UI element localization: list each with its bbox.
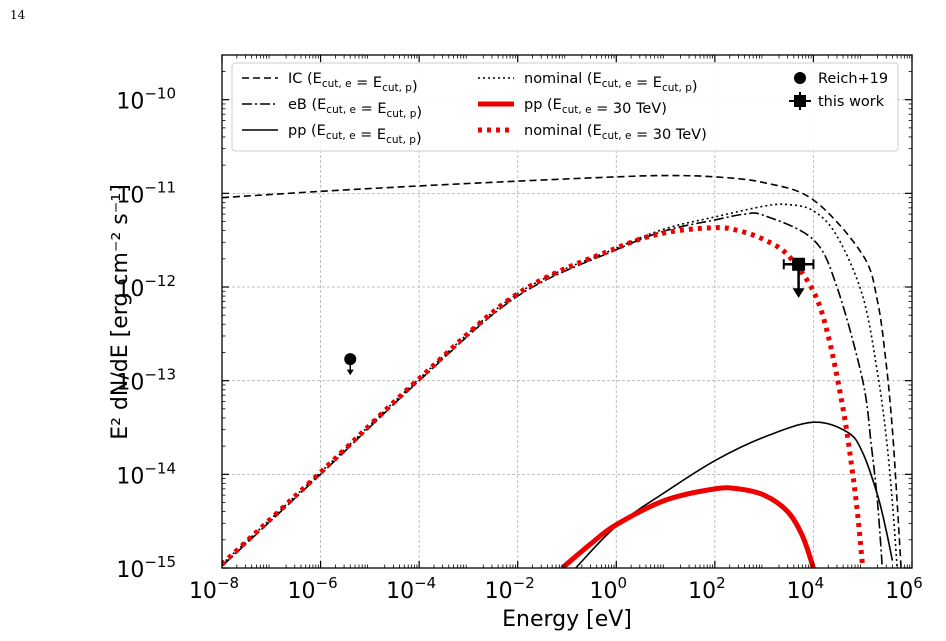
y-tick-label: 10−15: [116, 553, 176, 583]
legend-label: pp (Ecut, e = 30 TeV): [524, 97, 667, 117]
upper-limit-arrowhead: [346, 369, 354, 376]
legend: IC (Ecut, e = Ecut, p)eB (Ecut, e = Ecut…: [231, 62, 899, 152]
legend-entry-nominal-30tev: nominal (Ecut, e = 30 TeV): [478, 123, 707, 143]
page-number: 14: [10, 8, 26, 22]
x-tick-label: 104: [787, 574, 825, 604]
y-tick-label: 10−10: [116, 85, 176, 115]
data-point-this-work: [782, 257, 815, 298]
series-line-pp-30tev-curve: [560, 485, 816, 568]
x-tick-label: 10−6: [288, 574, 338, 604]
x-tick-label: 106: [885, 574, 923, 604]
series-layer: [222, 174, 902, 568]
ticks-layer: 10−8 10−6 10−4 10−2 100 102 104 106 10−15 10−14 10…: [116, 55, 923, 604]
legend-label: this work: [818, 94, 885, 110]
legend-circle-marker: [794, 72, 806, 84]
data-point-reich19: [344, 353, 357, 376]
legend-entry-ic: IC (Ecut, e = Ecut, p): [242, 71, 418, 95]
x-tick-label: 10−8: [189, 574, 239, 604]
y-tick-label: 10−14: [116, 459, 176, 489]
legend-entry-this-work: this work: [789, 92, 885, 110]
x-tick-label: 10−4: [386, 574, 436, 604]
legend-label: IC (Ecut, e = Ecut, p): [288, 71, 418, 95]
plot-frame: [221, 54, 913, 569]
circle-marker: [344, 353, 357, 366]
x-tick-label: 100: [590, 574, 628, 604]
series-line-pp-curve: [575, 421, 894, 568]
y-tick-label: 10−12: [116, 272, 176, 302]
legend-label: Reich+19: [818, 71, 888, 87]
legend-entry-eb: eB (Ecut, e = Ecut, p): [242, 97, 422, 121]
square-marker: [792, 257, 806, 271]
y-axis-label: E² dN/dE [erg cm⁻² s⁻¹]: [108, 184, 133, 440]
legend-box: [231, 62, 899, 152]
y-tick-label: 10−13: [116, 366, 176, 396]
x-tick-label: 10−2: [485, 574, 535, 604]
points-layer: [344, 257, 815, 376]
legend-label: nominal (Ecut, e = 30 TeV): [524, 123, 707, 143]
legend-square-marker: [794, 95, 806, 107]
y-tick-label: 10−11: [116, 178, 176, 208]
legend-label: pp (Ecut, e = Ecut, p): [288, 123, 422, 147]
legend-entry-nominal: nominal (Ecut, e = Ecut, p): [478, 71, 698, 95]
legend-label: eB (Ecut, e = Ecut, p): [288, 97, 422, 121]
legend-entry-pp-30tev: pp (Ecut, e = 30 TeV): [478, 97, 667, 117]
x-axis-label: Energy [eV]: [502, 607, 632, 632]
x-tick-label: 102: [688, 574, 726, 604]
legend-entry-reich19: Reich+19: [794, 71, 888, 87]
series-line-ic-curve: [222, 174, 902, 568]
legend-label: nominal (Ecut, e = Ecut, p): [524, 71, 698, 95]
series-line-nominal-30tev-curve: [222, 225, 866, 568]
series-line-eb-curve: [222, 212, 884, 568]
upper-limit-arrowhead: [792, 288, 805, 298]
legend-entry-pp: pp (Ecut, e = Ecut, p): [242, 123, 422, 147]
